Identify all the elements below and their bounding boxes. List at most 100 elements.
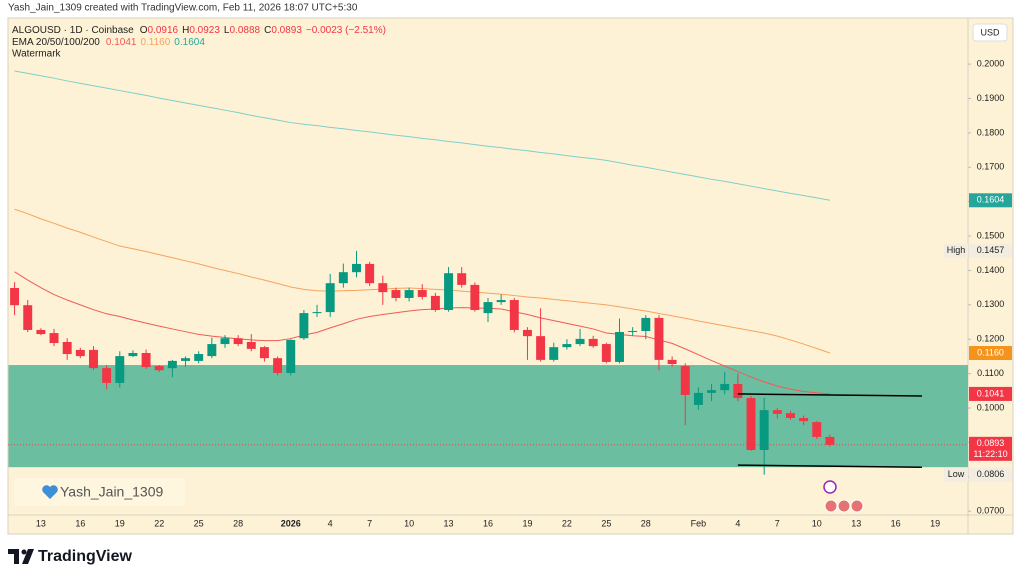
x-tick-label: 13 [36, 518, 46, 528]
brand-logo-dot [21, 549, 27, 555]
candle-body [628, 330, 638, 333]
symbol-legend: ALGOUSD · 1D · Coinbase O0.0916 H0.0923 L0.… [12, 25, 386, 36]
candle-body [167, 360, 177, 369]
event-flag [824, 499, 838, 513]
x-tick-label: 4 [735, 518, 740, 528]
x-tick-label: 16 [75, 518, 85, 528]
candle-body [680, 366, 690, 395]
ema-line [14, 70, 831, 201]
x-tick-label: 22 [154, 518, 164, 528]
candle-body [141, 353, 151, 368]
y-tick-label: 0.1500 [977, 230, 1005, 240]
y-tick-label: 0.1300 [977, 299, 1005, 309]
candle-body [772, 410, 782, 414]
candle-body [36, 329, 46, 335]
candle-body [49, 333, 59, 344]
ohlc-value: 0.0923 [189, 25, 220, 36]
candle-body [759, 410, 769, 450]
candle-body [812, 422, 822, 437]
badge-tag: High [947, 245, 966, 255]
candle-body [733, 383, 743, 399]
indicator-value: 0.1160 [140, 37, 170, 48]
candle-body [75, 349, 85, 357]
x-tick-label: 16 [483, 518, 493, 528]
currency-box [972, 23, 1008, 42]
x-tick-label: 7 [367, 518, 372, 528]
candle-body [378, 283, 388, 293]
candle-body [312, 312, 322, 314]
x-tick-label: 19 [115, 518, 125, 528]
author: Yash_Jain_1309 [60, 484, 163, 500]
x-tick-label: 4 [328, 518, 333, 528]
ohlc-value: 0.0893 [271, 25, 302, 36]
y-tick-label: 0.2000 [977, 58, 1005, 68]
x-tick-label: 16 [891, 518, 901, 528]
plot-area [8, 70, 968, 475]
candle-body [23, 305, 33, 330]
ohlc-value: 0.0916 [148, 25, 179, 36]
x-tick-label: 13 [444, 518, 454, 528]
y-tick-label: 0.1800 [977, 127, 1005, 137]
last-price-badge [969, 436, 1012, 461]
candle-body [457, 273, 467, 285]
y-tick-label: 0.0700 [977, 506, 1005, 516]
candle-body [194, 354, 204, 361]
candle-body [785, 413, 795, 419]
x-tick-label: 28 [641, 518, 651, 528]
candle-body [799, 418, 809, 422]
candle-body [154, 366, 164, 371]
candle-body [615, 332, 624, 362]
candle-body [181, 358, 191, 361]
candle-body [509, 300, 519, 330]
badge-value: 0.1041 [977, 388, 1005, 398]
indicator-value: 0.1041 [106, 37, 137, 48]
x-tick-label: 10 [812, 518, 822, 528]
header: Yash_Jain_1309 created with TradingView.… [8, 3, 358, 14]
ohlc-label: C [264, 25, 271, 36]
badge-box [969, 346, 1012, 361]
candle-body [246, 341, 256, 349]
candle-body [825, 436, 835, 445]
candle-body [667, 359, 677, 365]
ema-line [14, 271, 830, 395]
candle-body [404, 290, 414, 298]
candle-body [522, 329, 532, 337]
x-tick-label: 22 [562, 518, 572, 528]
candle-body [102, 368, 112, 383]
badge-box [969, 243, 1012, 258]
badge-box [969, 467, 1012, 482]
candle-body [444, 273, 454, 311]
symbol: ALGOUSD · 1D · Coinbase [12, 25, 134, 36]
candle-body [62, 341, 72, 355]
zone [8, 365, 968, 468]
candle-body [325, 283, 335, 313]
y-tick-label: 0.1100 [977, 368, 1004, 378]
candle-body [259, 347, 269, 359]
brand: TradingView [38, 548, 133, 565]
candle-body [693, 392, 703, 405]
badge-value: 0.1604 [977, 195, 1005, 205]
ohlc-value: 0.0888 [229, 25, 260, 36]
candle-body [601, 344, 611, 362]
candle-body [496, 300, 506, 303]
y-tick-label: 0.1400 [977, 265, 1005, 275]
event-flag [850, 499, 864, 513]
x-tick-label: 19 [930, 518, 940, 528]
trend-line [737, 464, 922, 468]
candle-body [207, 344, 217, 357]
heart-icon [42, 485, 58, 499]
countdown: 11:22:10 [973, 449, 1007, 459]
candle-body [115, 356, 125, 383]
x-tick-label: 28 [233, 518, 243, 528]
candle-body [707, 390, 717, 393]
last-price-label: 0.0893 [977, 438, 1005, 448]
candle-body [220, 338, 230, 345]
candle-body [549, 347, 559, 360]
candle-body [299, 313, 309, 339]
candle-body [654, 317, 664, 360]
candle-body [352, 263, 361, 273]
trend-line [737, 393, 922, 397]
badge-box [969, 386, 1012, 401]
x-tick-label: 7 [775, 518, 780, 528]
